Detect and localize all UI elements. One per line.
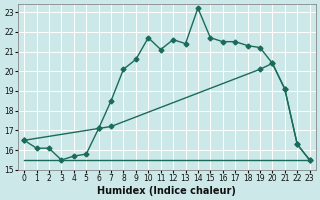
X-axis label: Humidex (Indice chaleur): Humidex (Indice chaleur) [98,186,236,196]
